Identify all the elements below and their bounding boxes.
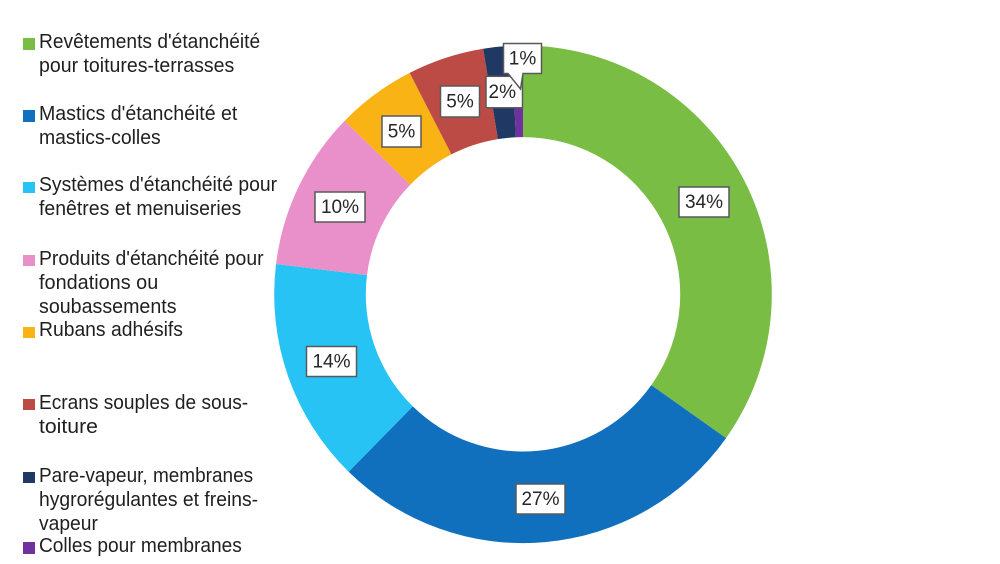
svg-text:27%: 27% xyxy=(521,489,559,510)
svg-text:5%: 5% xyxy=(388,122,416,143)
svg-text:34%: 34% xyxy=(685,192,723,213)
svg-text:10%: 10% xyxy=(321,197,359,218)
svg-text:1%: 1% xyxy=(509,49,537,70)
svg-text:5%: 5% xyxy=(446,92,474,113)
svg-text:2%: 2% xyxy=(489,82,517,103)
svg-text:14%: 14% xyxy=(312,352,350,373)
